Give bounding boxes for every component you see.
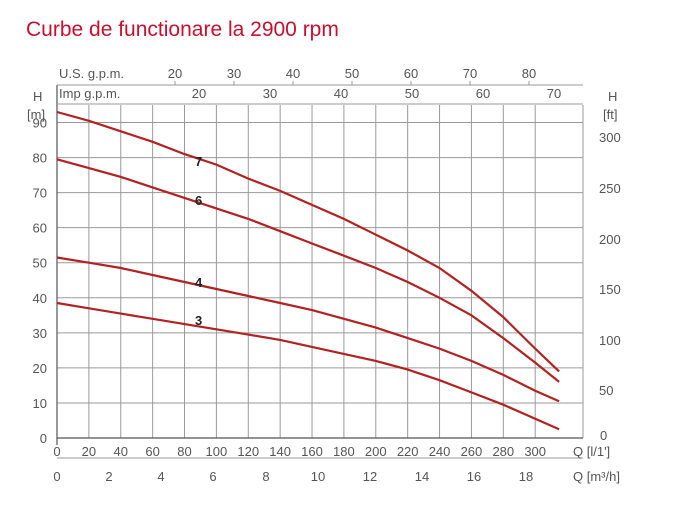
x2-tick-label: 10 — [311, 469, 325, 484]
x2-tick-label: 6 — [209, 469, 216, 484]
curve-label-7: 7 — [195, 154, 202, 169]
curve-7 — [56, 110, 560, 373]
x-tick-label: 100 — [206, 444, 228, 459]
y-tick-label: 50 — [33, 256, 47, 271]
x-tick-label: 20 — [82, 444, 96, 459]
imp-gpm-tick: 70 — [547, 86, 561, 101]
y2-tick-label: 200 — [599, 232, 621, 247]
y2-tick-label: 50 — [599, 383, 613, 398]
x-tick-label: 200 — [365, 444, 387, 459]
y-tick-label: 20 — [33, 361, 47, 376]
x-tick-label: 40 — [114, 444, 128, 459]
us-gpm-tick: 50 — [345, 66, 359, 81]
x-tick-label: 140 — [269, 444, 291, 459]
imp-gpm-tick: 20 — [192, 86, 206, 101]
us-gpm-tick: 80 — [522, 66, 536, 81]
imp-gpm-tick: 60 — [476, 86, 490, 101]
x-tick-label: 260 — [461, 444, 483, 459]
imp-gpm-label: Imp g.p.m. — [59, 86, 120, 101]
curve-3 — [56, 301, 560, 431]
y2-tick-label: 300 — [599, 130, 621, 145]
x2-tick-label: 12 — [363, 469, 377, 484]
y-tick-label: 30 — [33, 326, 47, 341]
y-tick-label: 90 — [33, 116, 47, 131]
x-tick-label: 300 — [524, 444, 546, 459]
x-tick-label: 80 — [177, 444, 191, 459]
x-tick-label: 60 — [145, 444, 159, 459]
x2-tick-label: 18 — [519, 469, 533, 484]
x2-tick-label: 16 — [467, 469, 481, 484]
y2-axis-label: H — [608, 89, 617, 104]
x-tick-label: 220 — [397, 444, 419, 459]
us-gpm-tick: 40 — [286, 66, 300, 81]
x2-tick-label: 8 — [262, 469, 269, 484]
imp-gpm-tick: 40 — [334, 86, 348, 101]
x-tick-label: 240 — [429, 444, 451, 459]
imp-gpm-tick: 50 — [405, 86, 419, 101]
x2-tick-label: 0 — [53, 469, 60, 484]
y-tick-label: 0 — [40, 431, 47, 446]
curve-label-4: 4 — [195, 275, 203, 290]
y-tick-label: 10 — [33, 396, 47, 411]
y-tick-label: 60 — [33, 221, 47, 236]
us-gpm-tick: 20 — [168, 66, 182, 81]
y-axis-unit: [m] — [27, 107, 45, 122]
x-tick-label: 180 — [333, 444, 355, 459]
x-tick-label: 0 — [53, 444, 60, 459]
y2-tick-label-zero: 0 — [600, 428, 607, 443]
y2-tick-label: 250 — [599, 181, 621, 196]
x2-tick-label: 14 — [415, 469, 429, 484]
y2-axis-unit: [ft] — [603, 107, 617, 122]
chart-title: Curbe de functionare la 2900 rpm — [26, 18, 339, 41]
x-tick-label: 280 — [492, 444, 514, 459]
y2-tick-label: 100 — [599, 333, 621, 348]
us-gpm-label: U.S. g.p.m. — [59, 66, 124, 81]
y2-tick-label: 150 — [599, 282, 621, 297]
y-tick-label: 80 — [33, 151, 47, 166]
x2-tick-label: 4 — [157, 469, 164, 484]
x2-axis-label: Q [m³/h] — [573, 469, 620, 484]
y-tick-label: 40 — [33, 291, 47, 306]
us-gpm-tick: 30 — [227, 66, 241, 81]
curve-6 — [56, 158, 560, 383]
x-tick-label: 120 — [237, 444, 259, 459]
x-axis-label: Q [l/1'] — [573, 444, 610, 459]
x2-tick-label: 2 — [105, 469, 112, 484]
y-tick-label: 70 — [33, 186, 47, 201]
imp-gpm-tick: 30 — [263, 86, 277, 101]
curve-label-6: 6 — [195, 193, 202, 208]
curve-label-3: 3 — [195, 313, 202, 328]
x-tick-label: 160 — [301, 444, 323, 459]
us-gpm-tick: 60 — [404, 66, 418, 81]
us-gpm-tick: 70 — [463, 66, 477, 81]
curve-4 — [56, 256, 560, 403]
y-axis-label: H — [33, 89, 42, 104]
